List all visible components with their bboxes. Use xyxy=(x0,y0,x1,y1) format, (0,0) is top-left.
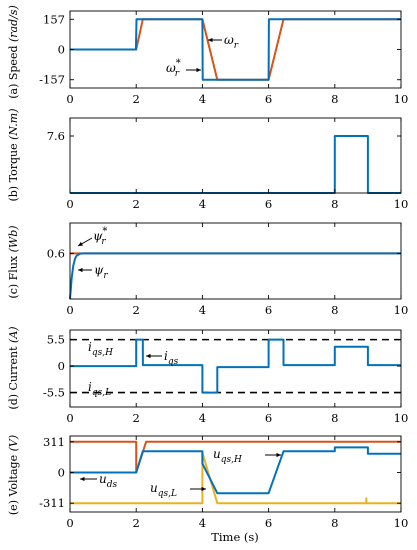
x-tick-label: 10 xyxy=(394,303,409,317)
series-i-qs xyxy=(70,338,401,394)
y-tick-label: -5.5 xyxy=(43,386,65,400)
current-panel: 0 2 4 6 8 105.50-5.5(d) Current (A)iqs,H iqsiq… xyxy=(7,326,408,425)
y-tick-label: 7.6 xyxy=(47,129,65,143)
y-tick-label: 0.6 xyxy=(47,246,65,260)
x-tick-label: 4 xyxy=(199,303,206,317)
u-qs-l-label: uqs,L xyxy=(150,481,177,499)
x-tick-label: 0 xyxy=(66,303,73,317)
x-tick-label: 0 xyxy=(66,516,73,530)
x-tick-label: 6 xyxy=(265,303,272,317)
torque-y-axis-label: (b) Torque (N.m) xyxy=(7,108,20,201)
psi-r-arrow-head xyxy=(78,267,83,273)
series-torque xyxy=(70,135,401,194)
x-tick-label: 6 xyxy=(265,197,272,211)
u-qs-h-arrow-head xyxy=(276,452,281,458)
flux-panel: 0 2 4 6 8 10 0.6 (c) Flux (Wb) ψ* r ψr xyxy=(7,222,409,317)
i-qs-arrow-head xyxy=(146,353,151,359)
current-plot-frame xyxy=(69,329,402,408)
x-tick-label: 8 xyxy=(331,516,338,530)
current-y-axis-label: (d) Current (A) xyxy=(7,326,20,409)
y-tick-label: 0 xyxy=(58,43,65,57)
x-tick-label: 4 xyxy=(199,411,206,425)
voltage-y-axis-label: (e) Voltage (V) xyxy=(7,435,20,515)
omega-r-arrow-head xyxy=(208,37,213,43)
x-tick-label: 10 xyxy=(394,197,409,211)
x-tick-label: 8 xyxy=(331,92,338,106)
x-tick-label: 10 xyxy=(394,516,409,530)
y-tick-label: 0 xyxy=(58,466,65,480)
flux-y-axis-label: (c) Flux (Wb) xyxy=(7,225,20,298)
x-tick-label: 6 xyxy=(265,516,272,530)
u-ds-arrow-head xyxy=(80,476,85,482)
u-qs-l-arrow-head xyxy=(201,486,206,492)
x-tick-label: 2 xyxy=(133,92,140,106)
x-tick-label: 4 xyxy=(199,516,206,530)
x-tick-label: 0 xyxy=(66,197,73,211)
voltage-plot-frame xyxy=(69,435,402,513)
torque-panel: 0 2 4 6 8 10 7.6 (b) Torque (N.m) xyxy=(7,108,408,211)
psi-r-star-arrow-head xyxy=(78,241,83,246)
x-tick-label: 8 xyxy=(331,197,338,211)
flux-plot-frame xyxy=(69,222,402,300)
u-qs-h-label: uqs,H xyxy=(213,447,242,465)
psi-r-star-label: ψ* r xyxy=(93,226,107,247)
torque-plot-frame xyxy=(69,117,402,194)
y-tick-label: -157 xyxy=(39,73,65,87)
x-tick-label: 10 xyxy=(394,411,409,425)
series-omega-r xyxy=(70,18,401,81)
x-tick-label: 8 xyxy=(331,411,338,425)
x-tick-label: 10 xyxy=(394,92,409,106)
x-axis-label: Time (s) xyxy=(211,530,259,544)
y-tick-label: 5.5 xyxy=(47,333,65,347)
x-tick-label: 2 xyxy=(133,516,140,530)
omega-r-star-arrow-head xyxy=(196,67,201,73)
i-qs-label: iqs xyxy=(164,349,179,367)
u-ds-label: uds xyxy=(99,472,117,490)
omega-r-label: ωr xyxy=(224,33,239,51)
x-tick-label: 4 xyxy=(199,92,206,106)
x-tick-label: 4 xyxy=(199,197,206,211)
x-tick-label: 2 xyxy=(133,303,140,317)
i-qs-l-label: iqs,L xyxy=(88,380,111,398)
series-u-ds xyxy=(70,446,401,495)
y-tick-label: 311 xyxy=(43,435,65,449)
x-tick-label: 6 xyxy=(265,411,272,425)
omega-r-star-label: ω* r xyxy=(166,58,181,79)
y-tick-label: -311 xyxy=(39,496,65,510)
series-u-qs-L xyxy=(70,451,401,505)
y-tick-label: 0 xyxy=(58,359,65,373)
speed-y-axis-label: (a) Speed (rad/s) xyxy=(7,5,20,99)
x-tick-label: 8 xyxy=(331,303,338,317)
psi-r-label: ψr xyxy=(94,263,108,281)
x-tick-label: 2 xyxy=(133,411,140,425)
series-omega-r-star xyxy=(70,18,401,81)
i-qs-h-label: iqs,H xyxy=(88,340,113,358)
x-tick-label: 0 xyxy=(66,92,73,106)
x-tick-label: 6 xyxy=(265,92,272,106)
y-tick-label: 157 xyxy=(43,12,65,26)
x-tick-label: 0 xyxy=(66,411,73,425)
series-psi-r xyxy=(69,252,401,300)
x-tick-label: 2 xyxy=(133,197,140,211)
